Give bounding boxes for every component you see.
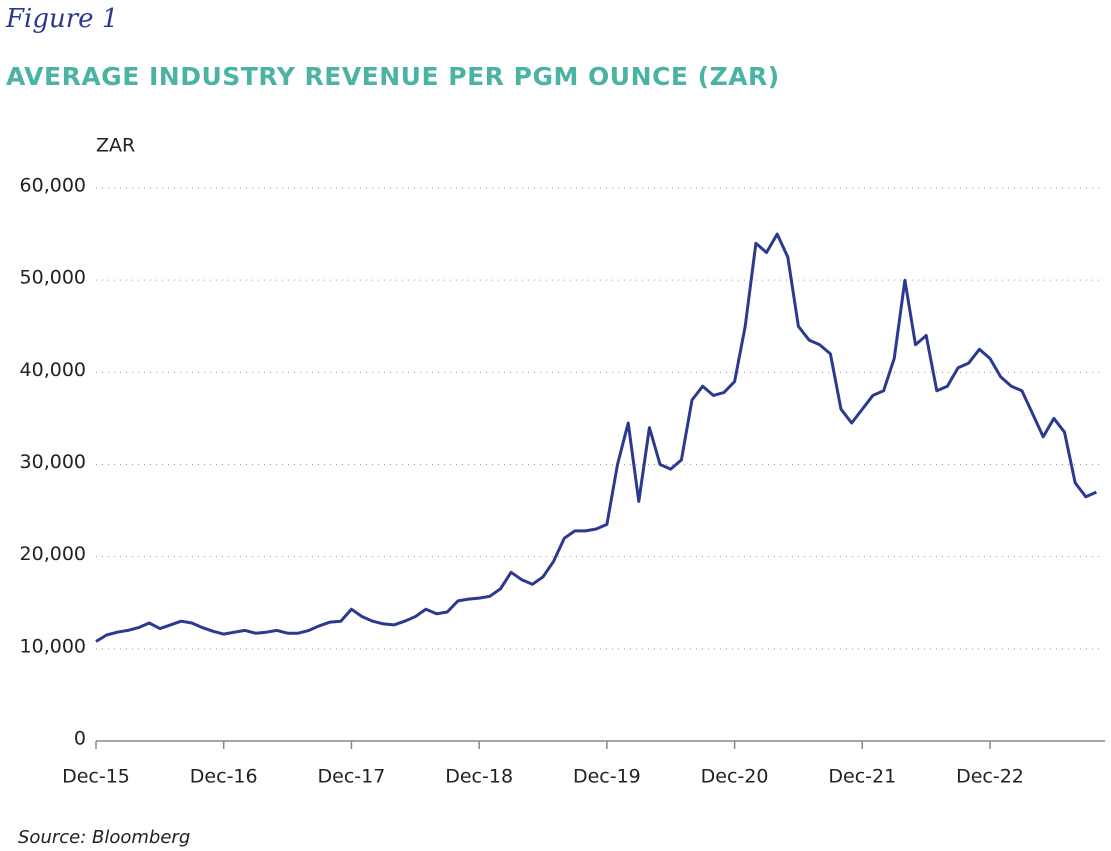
- x-tick-label: Dec-22: [956, 766, 1024, 788]
- y-tick-label: 0: [74, 728, 86, 750]
- y-tick-label: 30,000: [20, 451, 86, 473]
- y-tick-label: 10,000: [20, 635, 86, 657]
- data-line: [95, 232, 1098, 643]
- y-tick-label: 60,000: [20, 175, 86, 197]
- x-tick-label: Dec-21: [828, 766, 896, 788]
- source: Source: Bloomberg: [18, 827, 190, 848]
- x-tick-label: Dec-19: [573, 766, 641, 788]
- y-axis-label: ZAR: [96, 135, 135, 157]
- y-tick-label: 20,000: [20, 543, 86, 565]
- chart-title: AVERAGE INDUSTRY REVENUE PER PGM OUNCE (…: [6, 62, 780, 91]
- y-tick-label: 50,000: [20, 267, 86, 289]
- y-tick-label: 40,000: [20, 359, 86, 381]
- x-tick-label: Dec-16: [190, 766, 258, 788]
- figure-label: Figure 1: [5, 4, 118, 34]
- x-tick-label: Dec-20: [701, 766, 769, 788]
- x-tick-label: Dec-17: [318, 766, 386, 788]
- x-tick-label: Dec-15: [62, 766, 130, 788]
- x-tick-label: Dec-18: [445, 766, 513, 788]
